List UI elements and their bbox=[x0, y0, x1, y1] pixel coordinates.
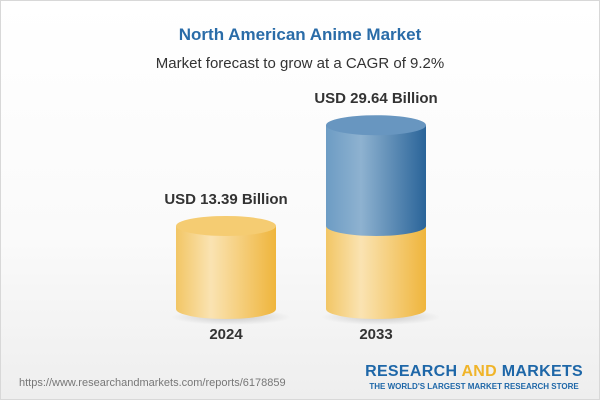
cylinder-top bbox=[326, 115, 426, 136]
category-label: 2033 bbox=[359, 326, 392, 343]
logo-tagline: THE WORLD'S LARGEST MARKET RESEARCH STOR… bbox=[369, 382, 579, 391]
bar-2033-base bbox=[326, 225, 426, 319]
chart-title: North American Anime Market bbox=[178, 25, 422, 44]
bar-2033-growth bbox=[326, 125, 426, 236]
research-and-markets-logo: RESEARCH AND MARKETS THE WORLD'S LARGEST… bbox=[365, 363, 583, 391]
bar-2024 bbox=[176, 225, 276, 319]
source-url[interactable]: https://www.researchandmarkets.com/repor… bbox=[19, 377, 286, 389]
logo-text: RESEARCH bbox=[365, 363, 462, 380]
cylinder-chart: USD 13.39 Billion 2024 USD 29.64 Billion 20… bbox=[164, 90, 441, 343]
cylinder-top bbox=[176, 215, 276, 236]
logo-text: MARKETS bbox=[497, 363, 583, 380]
value-label: USD 29.64 Billion bbox=[314, 90, 437, 107]
value-label: USD 13.39 Billion bbox=[164, 191, 287, 208]
category-label: 2024 bbox=[209, 326, 243, 343]
chart-subtitle: Market forecast to grow at a CAGR of 9.2… bbox=[155, 55, 445, 72]
logo-text-and: AND bbox=[461, 363, 498, 380]
